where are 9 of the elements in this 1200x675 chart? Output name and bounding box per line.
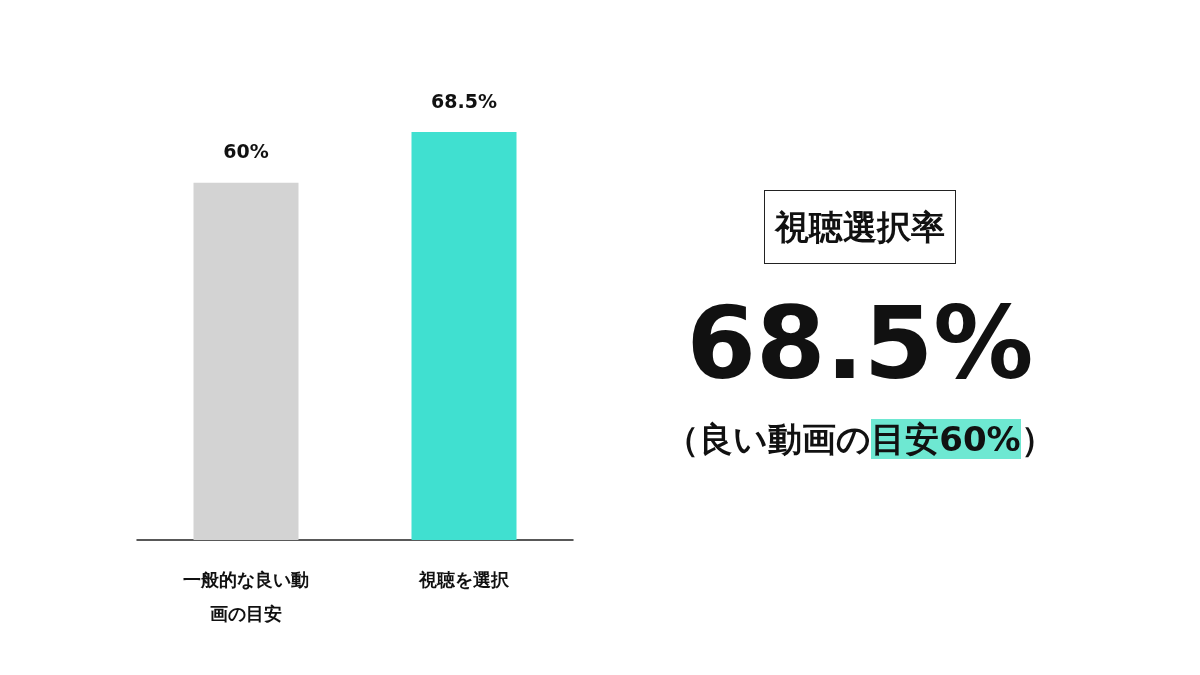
text: 68.5% xyxy=(685,284,1035,404)
highlight-box: 目安60% xyxy=(871,419,1021,459)
label-box: 視聴選択率 xyxy=(764,190,956,264)
data-label: 68.5% xyxy=(431,89,497,112)
x-tick-label: 視聴を選択 xyxy=(418,568,510,590)
data-label: 60% xyxy=(223,140,269,163)
text: ） xyxy=(1020,419,1055,459)
x-tick-label: 一般的な良い動画の目安 xyxy=(183,568,309,624)
text: （良い動画の xyxy=(665,419,872,459)
